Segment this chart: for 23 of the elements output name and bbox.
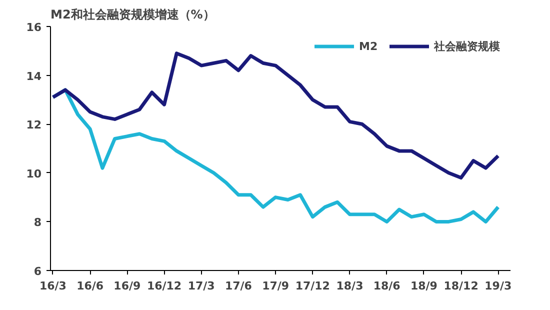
y-tick-label: 14 <box>26 70 42 83</box>
line-series <box>51 52 500 180</box>
legend-label: 社会融资规模 <box>434 38 500 54</box>
y-tick-label: 12 <box>26 118 42 132</box>
x-tick-label: 18/6 <box>373 280 401 292</box>
y-tick-label: 8 <box>34 216 42 230</box>
x-tick-label: 18/9 <box>410 280 438 292</box>
x-tick-label: 18/3 <box>336 280 364 292</box>
y-tick-label: 10 <box>26 167 42 180</box>
x-tick-label: 18/12 <box>444 280 478 292</box>
x-tick-label: 17/6 <box>224 280 252 292</box>
x-tick-label: 17/9 <box>262 280 290 292</box>
x-tick-label: 17/3 <box>188 280 215 292</box>
x-tick-label: 16/3 <box>39 280 66 292</box>
legend-label: M2 <box>359 40 379 52</box>
x-tick-label: 16/12 <box>146 280 182 292</box>
chart-title: M2和社会融资规模增速（%） <box>50 8 215 22</box>
x-tick-label: 19/3 <box>484 280 512 292</box>
x-tick-label: 16/6 <box>76 280 104 292</box>
y-tick-label: 6 <box>34 265 42 278</box>
x-tick-label: 17/12 <box>295 280 330 292</box>
x-tick-label: 16/9 <box>114 280 141 292</box>
y-tick-label: 16 <box>26 21 42 34</box>
